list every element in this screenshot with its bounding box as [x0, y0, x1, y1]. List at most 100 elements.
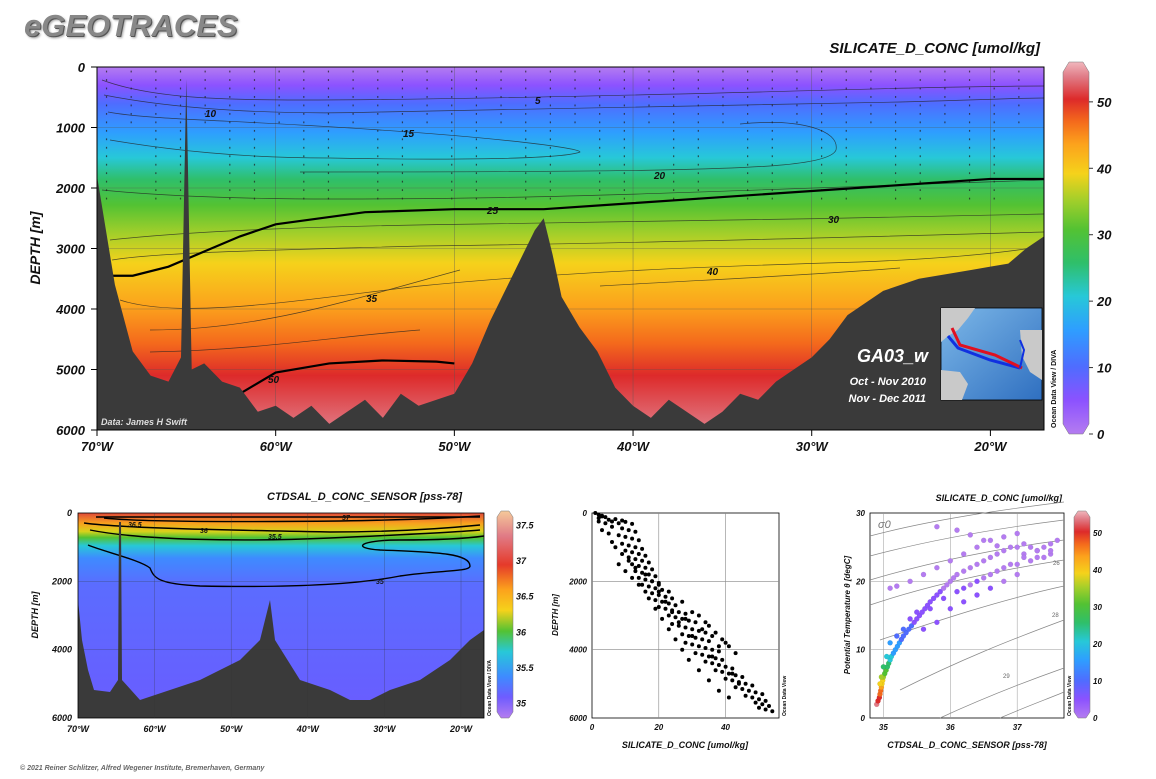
data-point	[620, 541, 625, 546]
sample-dot	[968, 87, 971, 90]
sample-dot	[944, 104, 946, 107]
sample-dot	[845, 138, 847, 141]
y-tick-label: 0	[78, 60, 86, 75]
sample-dot	[673, 172, 675, 175]
sample-dot	[894, 189, 897, 192]
sample-dot	[475, 87, 477, 90]
sample-dot	[993, 112, 995, 115]
isopycnal-label: 26	[1053, 561, 1060, 567]
salinity-frame	[77, 512, 485, 719]
sample-dot	[697, 70, 699, 73]
sample-dot	[451, 138, 453, 141]
data-point	[596, 516, 601, 521]
sample-dot	[303, 70, 305, 73]
sample-dot	[771, 172, 773, 175]
sample-dot	[549, 197, 551, 200]
sample-dot	[648, 87, 650, 90]
sample-dot	[919, 79, 921, 81]
sample-dot	[673, 163, 675, 166]
sample-dot	[204, 112, 206, 115]
sample-dot	[105, 112, 108, 115]
isopycnal-labels: 26 28 29	[1003, 561, 1060, 680]
colorbar-tick-label: 35	[516, 699, 527, 709]
sample-dot	[968, 138, 971, 141]
sample-dot	[253, 180, 256, 183]
sample-dot	[919, 87, 921, 90]
data-point	[680, 632, 685, 637]
data-point	[683, 640, 688, 645]
sample-dot	[401, 121, 404, 124]
sample-dot	[179, 163, 182, 166]
sample-dot	[894, 70, 897, 73]
data-point	[653, 606, 658, 611]
x-tick-label: 20°W	[973, 439, 1008, 454]
sample-dot	[993, 129, 995, 132]
profile-x-label: SILICATE_D_CONC [umol/kg]	[622, 740, 749, 750]
data-point	[937, 588, 943, 595]
sample-dot	[673, 104, 675, 107]
sample-dot	[919, 96, 921, 98]
sample-dot	[204, 96, 206, 98]
data-point	[770, 709, 775, 714]
data-point	[686, 634, 691, 638]
data-point	[666, 627, 671, 632]
ts-x-label: CTDSAL_D_CONC_SENSOR [pss-78]	[887, 740, 1048, 750]
sample-dot	[155, 163, 157, 166]
sample-dot	[303, 112, 305, 115]
salinity-y-ticks: 0 2000 4000 6000	[51, 508, 484, 723]
sample-dot	[303, 163, 305, 166]
sample-dot	[722, 121, 724, 124]
y-tick-label: 0	[67, 508, 72, 518]
sample-dot	[451, 155, 453, 158]
salinity-colorbar	[496, 510, 514, 719]
sample-dot	[451, 112, 453, 115]
x-tick-label: 0	[590, 723, 595, 732]
sample-dot	[968, 70, 971, 73]
sample-dot	[673, 121, 675, 124]
sample-dot	[845, 189, 847, 192]
data-point	[763, 698, 768, 703]
sample-dot	[352, 96, 354, 98]
sample-dot	[229, 146, 231, 149]
data-point	[767, 704, 771, 708]
sample-dot	[155, 180, 157, 183]
data-point	[610, 524, 614, 529]
x-tick-label: 70°W	[67, 724, 91, 734]
sample-dot	[278, 70, 280, 73]
data-point	[633, 557, 638, 562]
sample-dot	[919, 104, 921, 107]
colorbar-tick-label: 37.5	[516, 520, 535, 530]
sample-dot	[253, 129, 256, 132]
sample-dot	[894, 138, 897, 141]
data-point	[723, 640, 728, 645]
sample-dot	[327, 138, 330, 141]
data-point	[1014, 561, 1020, 568]
sample-dot	[747, 129, 749, 132]
sample-dot	[599, 172, 601, 175]
sample-dot	[204, 70, 206, 73]
data-point	[633, 545, 638, 550]
sample-dot	[845, 155, 847, 158]
data-point	[947, 605, 954, 612]
sample-dot	[253, 104, 256, 107]
sample-dot	[401, 129, 404, 132]
data-point	[620, 526, 625, 531]
sample-dot	[747, 163, 749, 166]
data-point	[603, 521, 608, 526]
sample-dot	[327, 96, 330, 98]
x-tick-label: 50°W	[438, 439, 472, 454]
y-tick-label: 4000	[568, 646, 587, 655]
data-point	[706, 678, 711, 683]
data-point	[1001, 534, 1007, 540]
sample-dot	[130, 121, 132, 124]
data-point	[736, 681, 741, 686]
data-point	[656, 593, 661, 597]
sample-dot	[722, 96, 724, 98]
data-point	[750, 683, 755, 688]
y-tick-label: 0	[583, 509, 588, 518]
sample-dot	[253, 189, 256, 192]
data-point	[710, 647, 715, 652]
map-land-africa	[1020, 330, 1042, 380]
sample-dot	[475, 197, 477, 200]
sample-dot	[796, 104, 798, 107]
